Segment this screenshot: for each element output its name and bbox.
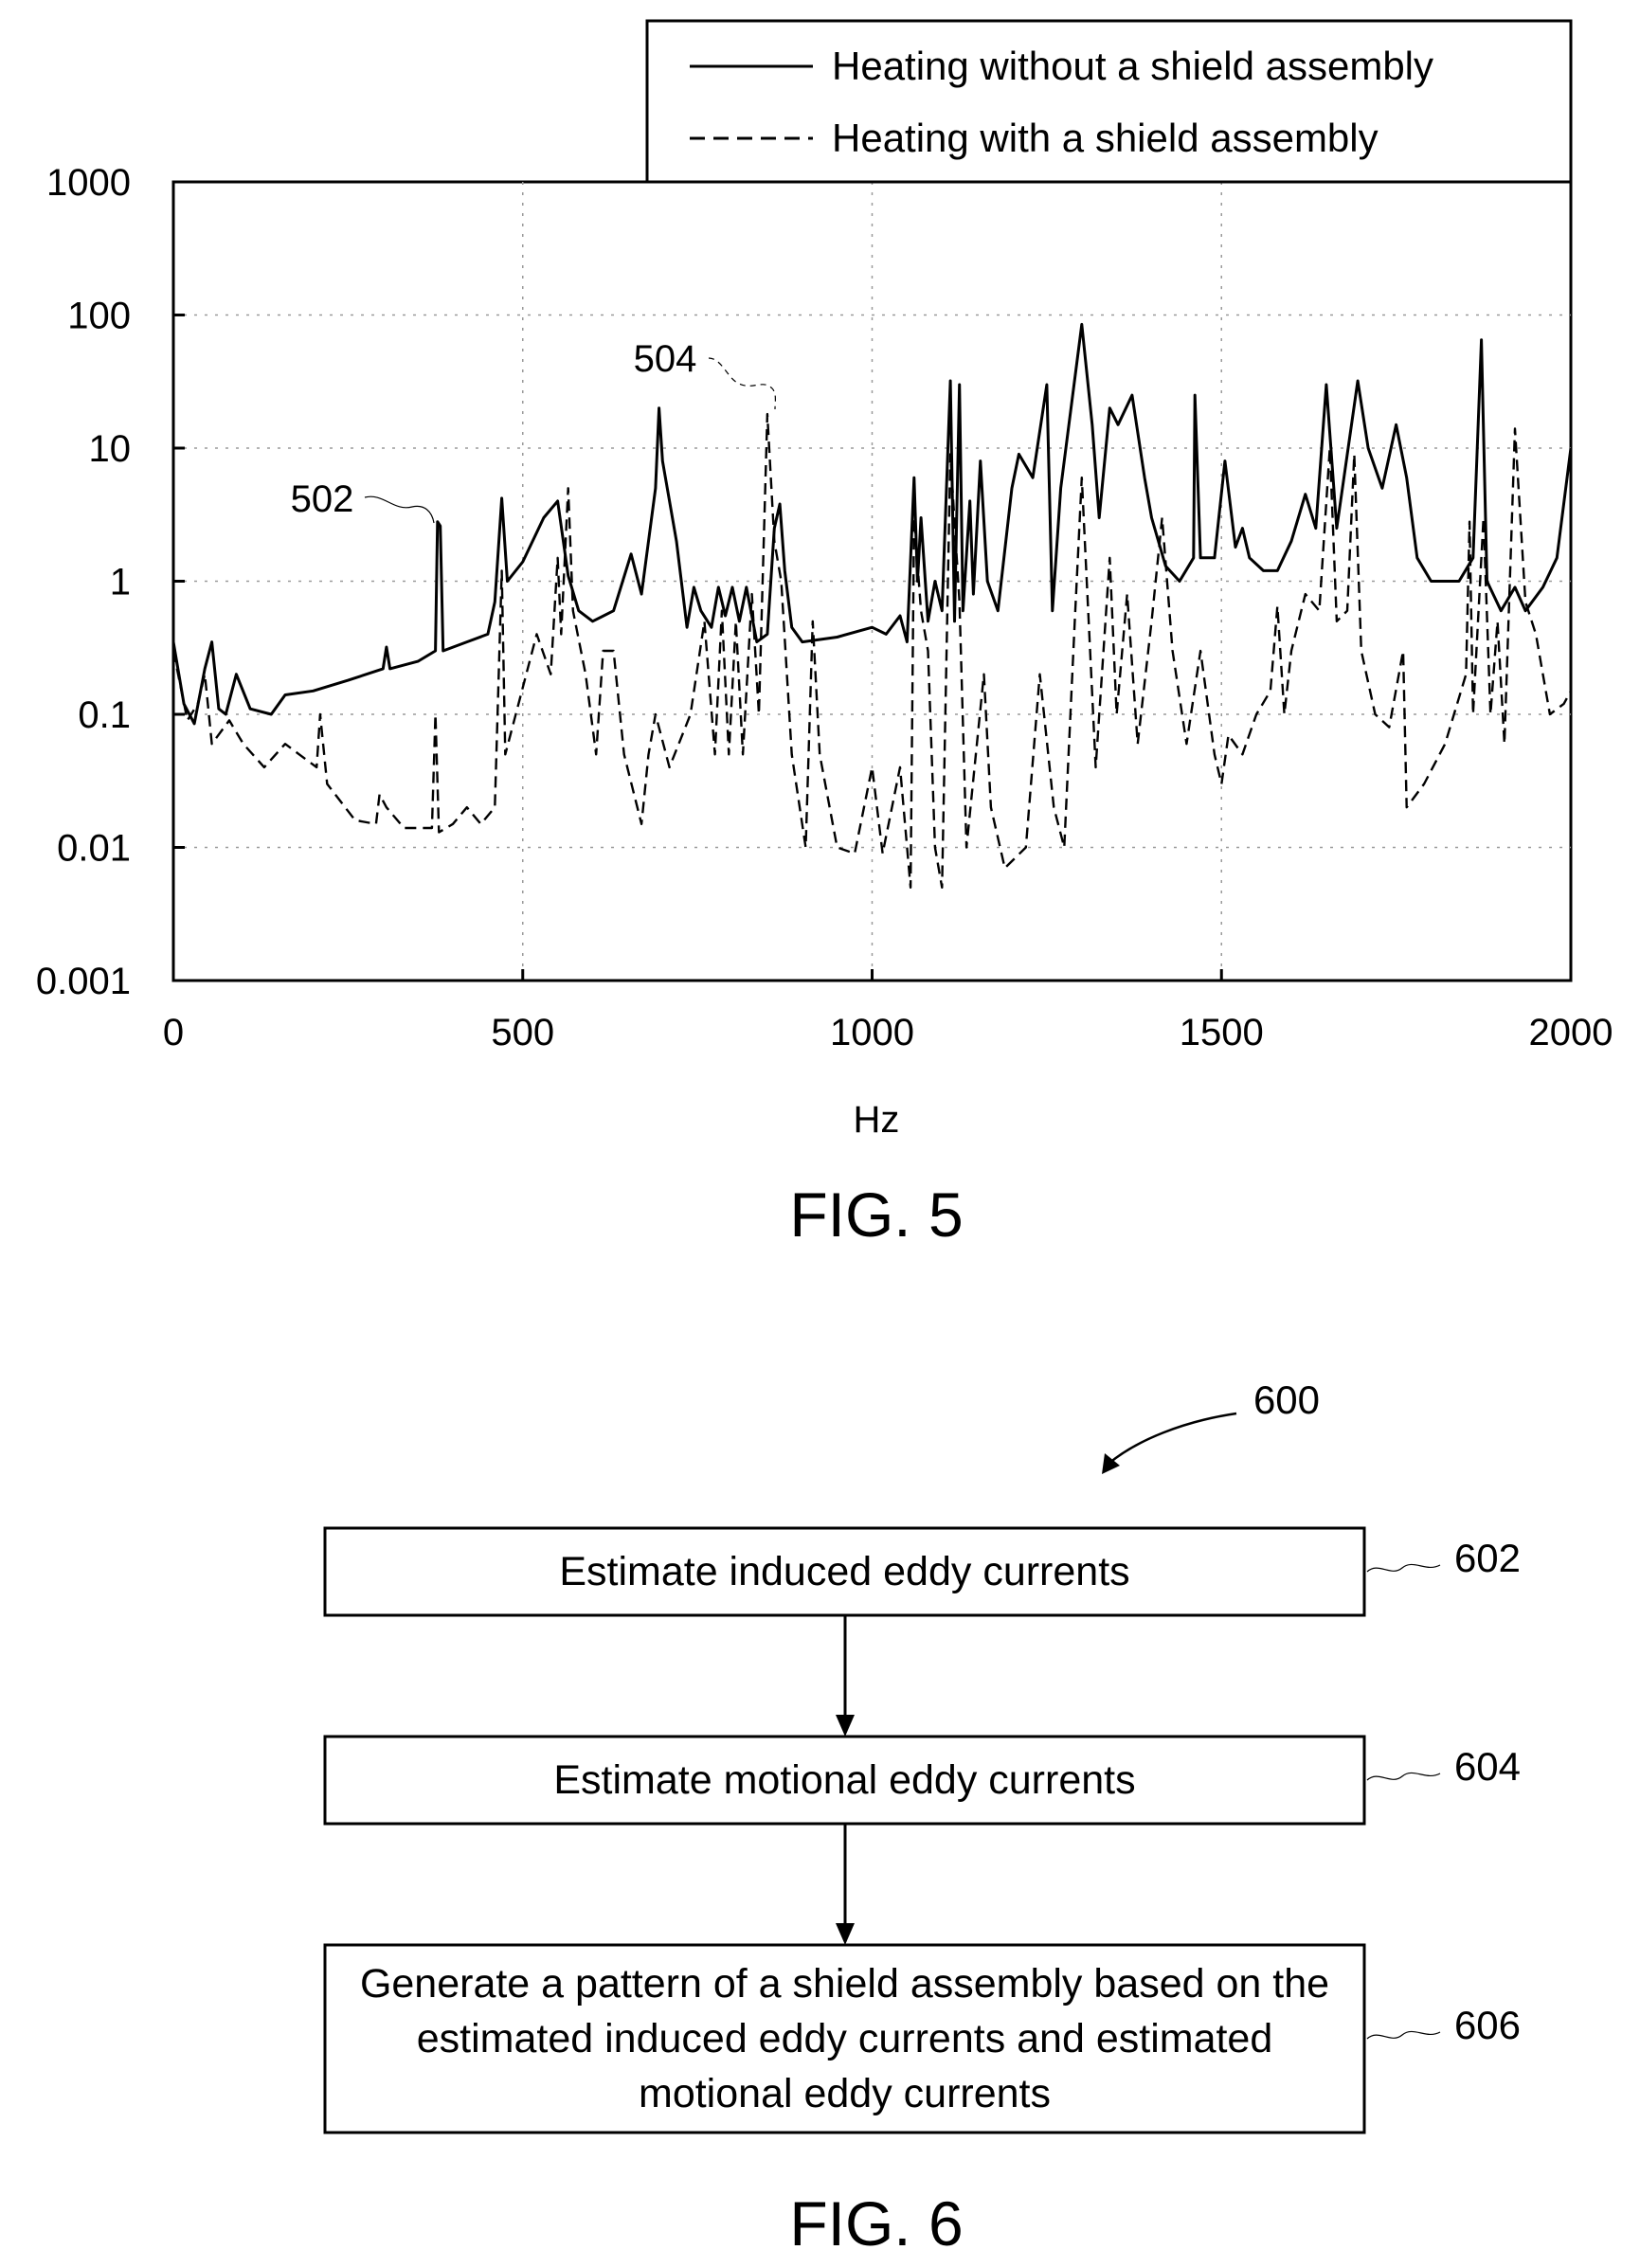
ref-604: 604: [1454, 1744, 1521, 1789]
figure-6-caption: FIG. 6: [789, 2188, 963, 2259]
diagram-ref-arrow: [1108, 1412, 1237, 1465]
ref-leader-602: [1366, 1563, 1441, 1573]
legend-label-series-1: Heating without a shield assembly: [832, 44, 1433, 88]
callout-504-leader: [708, 357, 776, 410]
step-text-602: Estimate induced eddy currents: [559, 1549, 1130, 1594]
y-tick-label: 0.001: [36, 961, 131, 1002]
series-layer: [171, 322, 1573, 889]
ref-leader-606: [1366, 2030, 1441, 2040]
legend-label-series-2: Heating with a shield assembly: [832, 116, 1379, 160]
ref-leader-604: [1366, 1772, 1441, 1781]
x-axis: 0 500 1000 1500 2000: [163, 969, 1613, 1053]
legend-box: [645, 19, 1573, 184]
x-tick-label: 1500: [1180, 1012, 1264, 1053]
step-text-606: Generate a pattern of a shield assembly …: [359, 1961, 1330, 2116]
figure-6: 600 Estimate induced eddy currents Estim…: [323, 1377, 1521, 2259]
x-tick-label: 2000: [1529, 1012, 1613, 1053]
ref-602: 602: [1454, 1536, 1521, 1580]
callout-502: 502: [291, 478, 354, 520]
y-tick-label: 1: [110, 562, 131, 603]
y-tick-label: 100: [67, 296, 131, 337]
x-axis-label: Hz: [854, 1099, 900, 1141]
y-axis: 0.001 0.01 0.1 1 10 100 1000: [36, 162, 185, 1002]
y-tick-label: 1000: [46, 162, 131, 204]
series-line-2-dashed: [171, 412, 1573, 889]
x-tick-label: 1000: [830, 1012, 914, 1053]
y-tick-label: 10: [89, 428, 132, 470]
series-line-1-solid: [171, 322, 1573, 726]
connector-602-604-arrowhead: [836, 1715, 855, 1737]
x-tick-label: 500: [491, 1012, 554, 1053]
x-tick-label: 0: [163, 1012, 184, 1053]
callout-504: 504: [634, 338, 697, 380]
figure-5-caption: FIG. 5: [789, 1179, 963, 1250]
y-tick-label: 0.1: [78, 694, 131, 736]
step-box-606: [323, 1943, 1366, 2134]
diagram-ref-600: 600: [1253, 1377, 1320, 1422]
step-text-604: Estimate motional eddy currents: [553, 1757, 1136, 1803]
step-box-604: [323, 1735, 1366, 1826]
y-tick-label: 0.01: [57, 828, 131, 870]
connector-604-606-arrowhead: [836, 1923, 855, 1945]
ref-606: 606: [1454, 2003, 1521, 2047]
diagram-ref-arrowhead: [1102, 1453, 1120, 1474]
callout-502-leader: [364, 495, 435, 524]
step-box-602: [323, 1526, 1366, 1617]
